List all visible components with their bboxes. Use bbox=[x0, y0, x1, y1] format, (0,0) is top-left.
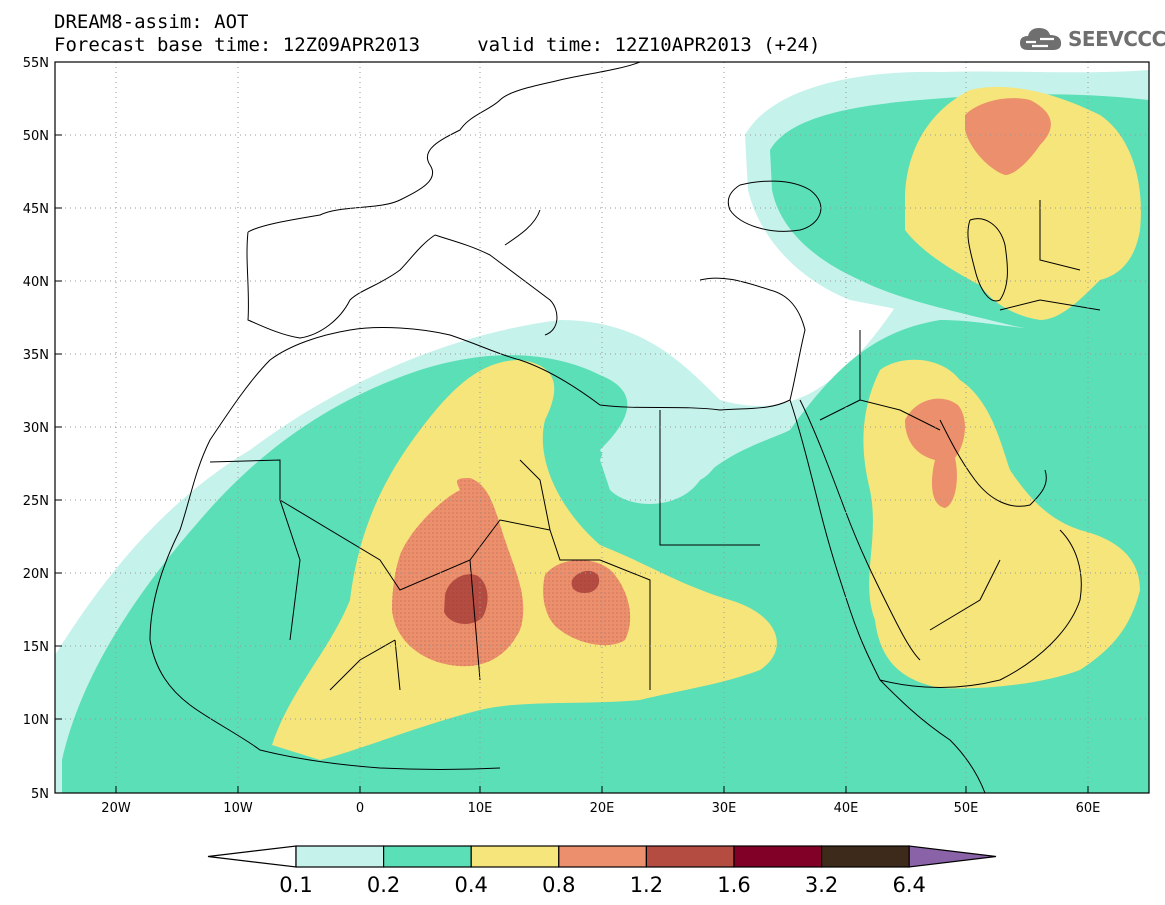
colorbar-label: 1.2 bbox=[630, 873, 663, 897]
colorbar-label: 1.6 bbox=[717, 873, 750, 897]
lon-label: 60E bbox=[1076, 801, 1101, 816]
colorbar-label: 3.2 bbox=[805, 873, 838, 897]
map-title: DREAM8-assim: AOT bbox=[54, 11, 249, 33]
aot-contours bbox=[55, 70, 1149, 793]
coastline-black-sea bbox=[727, 180, 822, 232]
colorbar-swatch bbox=[645, 845, 735, 868]
longitude-labels: 20W 10W 0 10E 20E 30E 40E 50E 60E bbox=[101, 801, 1100, 816]
forecast-times: Forecast base time: 12Z09APR2013 valid t… bbox=[54, 34, 821, 56]
lat-label: 55N bbox=[23, 56, 49, 71]
colorbar-swatch bbox=[558, 845, 647, 868]
colorbar-swatch bbox=[470, 845, 560, 868]
lon-label: 20W bbox=[101, 801, 131, 816]
aot-contour-0.4-caspian bbox=[905, 86, 1141, 320]
lon-label: 10W bbox=[223, 801, 253, 816]
lat-label: 40N bbox=[23, 275, 49, 290]
lon-label: 40E bbox=[834, 801, 859, 816]
coastline-gulf bbox=[939, 419, 1047, 507]
coastline-west-africa bbox=[149, 639, 501, 770]
colorbar-swatch bbox=[733, 845, 823, 868]
coastline-europe bbox=[247, 62, 641, 233]
colorbar-over-arrow bbox=[908, 845, 997, 868]
cloud-icon bbox=[1020, 28, 1062, 50]
lon-label: 20E bbox=[590, 801, 615, 816]
coastline-red-sea bbox=[789, 399, 921, 681]
lon-label: 0 bbox=[356, 801, 364, 816]
aot-contour-0.8-kazakh bbox=[965, 98, 1051, 175]
lat-label: 15N bbox=[23, 640, 49, 655]
colorbar-label: 0.2 bbox=[367, 873, 400, 897]
colorbar-label: 0.1 bbox=[279, 873, 312, 897]
axis-ticks bbox=[55, 61, 1089, 793]
colorbar-swatch bbox=[820, 845, 910, 868]
colorbar-swatch bbox=[383, 845, 472, 868]
lat-label: 30N bbox=[23, 421, 49, 436]
lon-label: 50E bbox=[954, 801, 979, 816]
coastline-levant bbox=[699, 277, 806, 401]
lat-label: 45N bbox=[23, 202, 49, 217]
coastline-caspian bbox=[967, 218, 1008, 302]
coastline-arabia-south bbox=[879, 529, 1082, 688]
lat-label: 50N bbox=[23, 129, 49, 144]
graticule bbox=[55, 62, 1149, 793]
colorbar-swatch bbox=[295, 845, 385, 868]
lon-label: 30E bbox=[712, 801, 737, 816]
seevccc-logo: SEEVCCC bbox=[1018, 23, 1165, 55]
colorbar-label: 6.4 bbox=[892, 873, 925, 897]
coastline-italy bbox=[434, 209, 558, 336]
colorbar: 0.1 0.2 0.4 0.8 1.2 1.6 3.2 6.4 bbox=[207, 845, 997, 897]
lat-label: 25N bbox=[23, 494, 49, 509]
lat-label: 20N bbox=[23, 567, 49, 582]
colorbar-label: 0.4 bbox=[454, 873, 487, 897]
logo-text: SEEVCCC bbox=[1068, 27, 1165, 51]
coastline-east-africa bbox=[879, 679, 986, 793]
aot-contour-0.8-iraq bbox=[905, 398, 966, 508]
colorbar-label: 0.8 bbox=[542, 873, 575, 897]
lat-label: 10N bbox=[23, 713, 49, 728]
coastline-iberia bbox=[246, 231, 436, 339]
aot-contour-0.4-sahara bbox=[272, 360, 777, 760]
coastline-north-africa bbox=[149, 327, 791, 641]
latitude-labels: 55N 50N 45N 40N 35N 30N 25N 20N 15N 10N … bbox=[23, 56, 49, 802]
lat-label: 5N bbox=[31, 787, 49, 802]
lon-label: 10E bbox=[468, 801, 493, 816]
colorbar-under-arrow bbox=[207, 845, 297, 868]
lat-label: 35N bbox=[23, 348, 49, 363]
